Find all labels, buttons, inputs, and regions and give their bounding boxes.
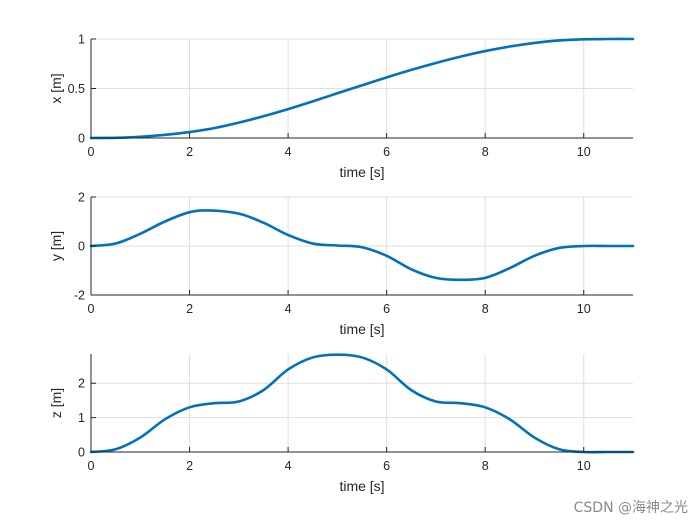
x-tick-label: 2 <box>186 302 193 316</box>
x-tick-label: 8 <box>482 302 489 316</box>
y-axis-label: x [m] <box>48 73 64 103</box>
x-tick-label: 4 <box>285 302 292 316</box>
x-tick-label: 2 <box>186 459 193 473</box>
x-axis-label: time [s] <box>339 164 384 180</box>
y-tick-label: 0 <box>78 132 85 146</box>
y-tick-label: -2 <box>74 289 85 303</box>
x-tick-label: 6 <box>383 145 390 159</box>
series-line-2 <box>89 209 635 282</box>
x-tick-label: 8 <box>482 145 489 159</box>
x-tick-label: 10 <box>577 459 591 473</box>
x-tick-label: 8 <box>482 459 489 473</box>
subplot-1: 0 2 4 6 8 10 0 0.5 1 time [s] x [m] <box>48 33 635 180</box>
series-line-2 <box>89 353 635 454</box>
x-axis-label: time [s] <box>339 478 384 494</box>
x-tick-label: 4 <box>285 459 292 473</box>
x-tick-label: 6 <box>383 302 390 316</box>
y-tick-label: 1 <box>78 33 85 47</box>
series-line-2 <box>89 37 635 140</box>
y-tick-label: 0 <box>78 446 85 460</box>
y-tick-label: 2 <box>78 191 85 205</box>
y-tick-label: 2 <box>78 377 85 391</box>
x-tick-label: 0 <box>88 459 95 473</box>
x-tick-label: 0 <box>88 145 95 159</box>
x-tick-label: 4 <box>285 145 292 159</box>
x-tick-label: 6 <box>383 459 390 473</box>
y-tick-label: 1 <box>78 411 85 425</box>
plot-area <box>91 354 633 452</box>
y-axis-label: z [m] <box>48 388 64 418</box>
x-tick-label: 2 <box>186 145 193 159</box>
x-tick-label: 0 <box>88 302 95 316</box>
x-tick-label: 10 <box>577 145 591 159</box>
y-axis-label: y [m] <box>48 231 64 261</box>
subplot-3: 0 2 4 6 8 10 0 1 2 time [s] z [m] <box>48 353 635 494</box>
x-axis-label: time [s] <box>339 321 384 337</box>
watermark: CSDN @海神之光 <box>573 500 688 516</box>
x-tick-label: 10 <box>577 302 591 316</box>
y-tick-label: 0.5 <box>68 82 85 96</box>
y-tick-label: 0 <box>78 240 85 254</box>
